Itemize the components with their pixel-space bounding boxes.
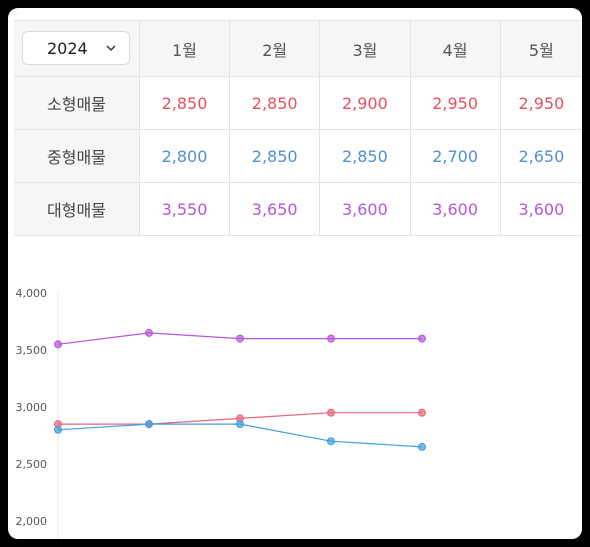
data-point[interactable]	[327, 334, 335, 343]
data-point[interactable]	[418, 442, 426, 451]
price-table: 2024 1월 2월 3월 4월 5월 소형매물 2,850 2,850 2,9…	[14, 20, 582, 236]
row-label-small: 소형매물	[14, 77, 140, 129]
month-header-2: 2월	[230, 21, 321, 76]
value-cell: 2,950	[518, 93, 565, 113]
table-header-row: 2024 1월 2월 3월 4월 5월	[14, 21, 582, 77]
value-cell: 3,600	[411, 183, 501, 235]
y-tick-label: 3,000	[16, 401, 48, 414]
data-point[interactable]	[145, 328, 153, 337]
data-point[interactable]	[54, 340, 62, 349]
y-tick-label: 2,500	[16, 458, 48, 471]
month-header-3: 3월	[320, 21, 411, 76]
value-cell: 3,600	[320, 183, 411, 235]
year-select[interactable]: 2024	[22, 31, 130, 65]
value-cell: 2,850	[140, 77, 231, 129]
month-header-5: 5월	[500, 21, 582, 76]
value-cell: 2,850	[230, 77, 321, 129]
y-tick-label: 4,000	[16, 287, 48, 300]
year-select-cell: 2024	[14, 21, 140, 76]
table-row-medium: 중형매물 2,800 2,850 2,850 2,700 2,650	[14, 130, 582, 183]
data-point[interactable]	[327, 408, 335, 417]
value-cell: 3,650	[230, 183, 321, 235]
value-cell: 2,700	[411, 130, 501, 182]
data-point[interactable]	[327, 437, 335, 446]
chevron-down-icon	[106, 45, 116, 52]
data-point[interactable]	[145, 420, 153, 429]
month-header-1: 1월	[139, 21, 231, 76]
value-cell: 2,850	[230, 130, 321, 182]
price-panel: 2024 1월 2월 3월 4월 5월 소형매물 2,850 2,850 2,9…	[8, 8, 582, 539]
value-cell: 3,600	[518, 199, 565, 219]
data-point[interactable]	[236, 420, 244, 429]
y-tick-label: 2,000	[16, 515, 48, 528]
month-header-4: 4월	[410, 21, 501, 76]
y-tick-label: 3,500	[16, 344, 48, 357]
table-row-small: 소형매물 2,850 2,850 2,900 2,950 2,950	[14, 77, 582, 130]
row-label-medium: 중형매물	[14, 130, 140, 182]
value-cell: 3,550	[140, 183, 231, 235]
value-cell: 2,800	[140, 130, 231, 182]
year-select-value: 2024	[47, 38, 88, 58]
row-label-large: 대형매물	[14, 183, 140, 235]
value-cell: 2,900	[320, 77, 411, 129]
data-point[interactable]	[418, 408, 426, 417]
data-point[interactable]	[418, 334, 426, 343]
value-cell: 2,650	[518, 146, 565, 166]
value-cell: 2,850	[320, 130, 411, 182]
price-line-chart: 2,000 2,500 3,000 3,500 4,000	[16, 287, 426, 539]
table-row-large: 대형매물 3,550 3,650 3,600 3,600 3,600	[14, 183, 582, 236]
data-point[interactable]	[54, 425, 62, 434]
data-point[interactable]	[236, 334, 244, 343]
value-cell: 2,950	[411, 77, 501, 129]
